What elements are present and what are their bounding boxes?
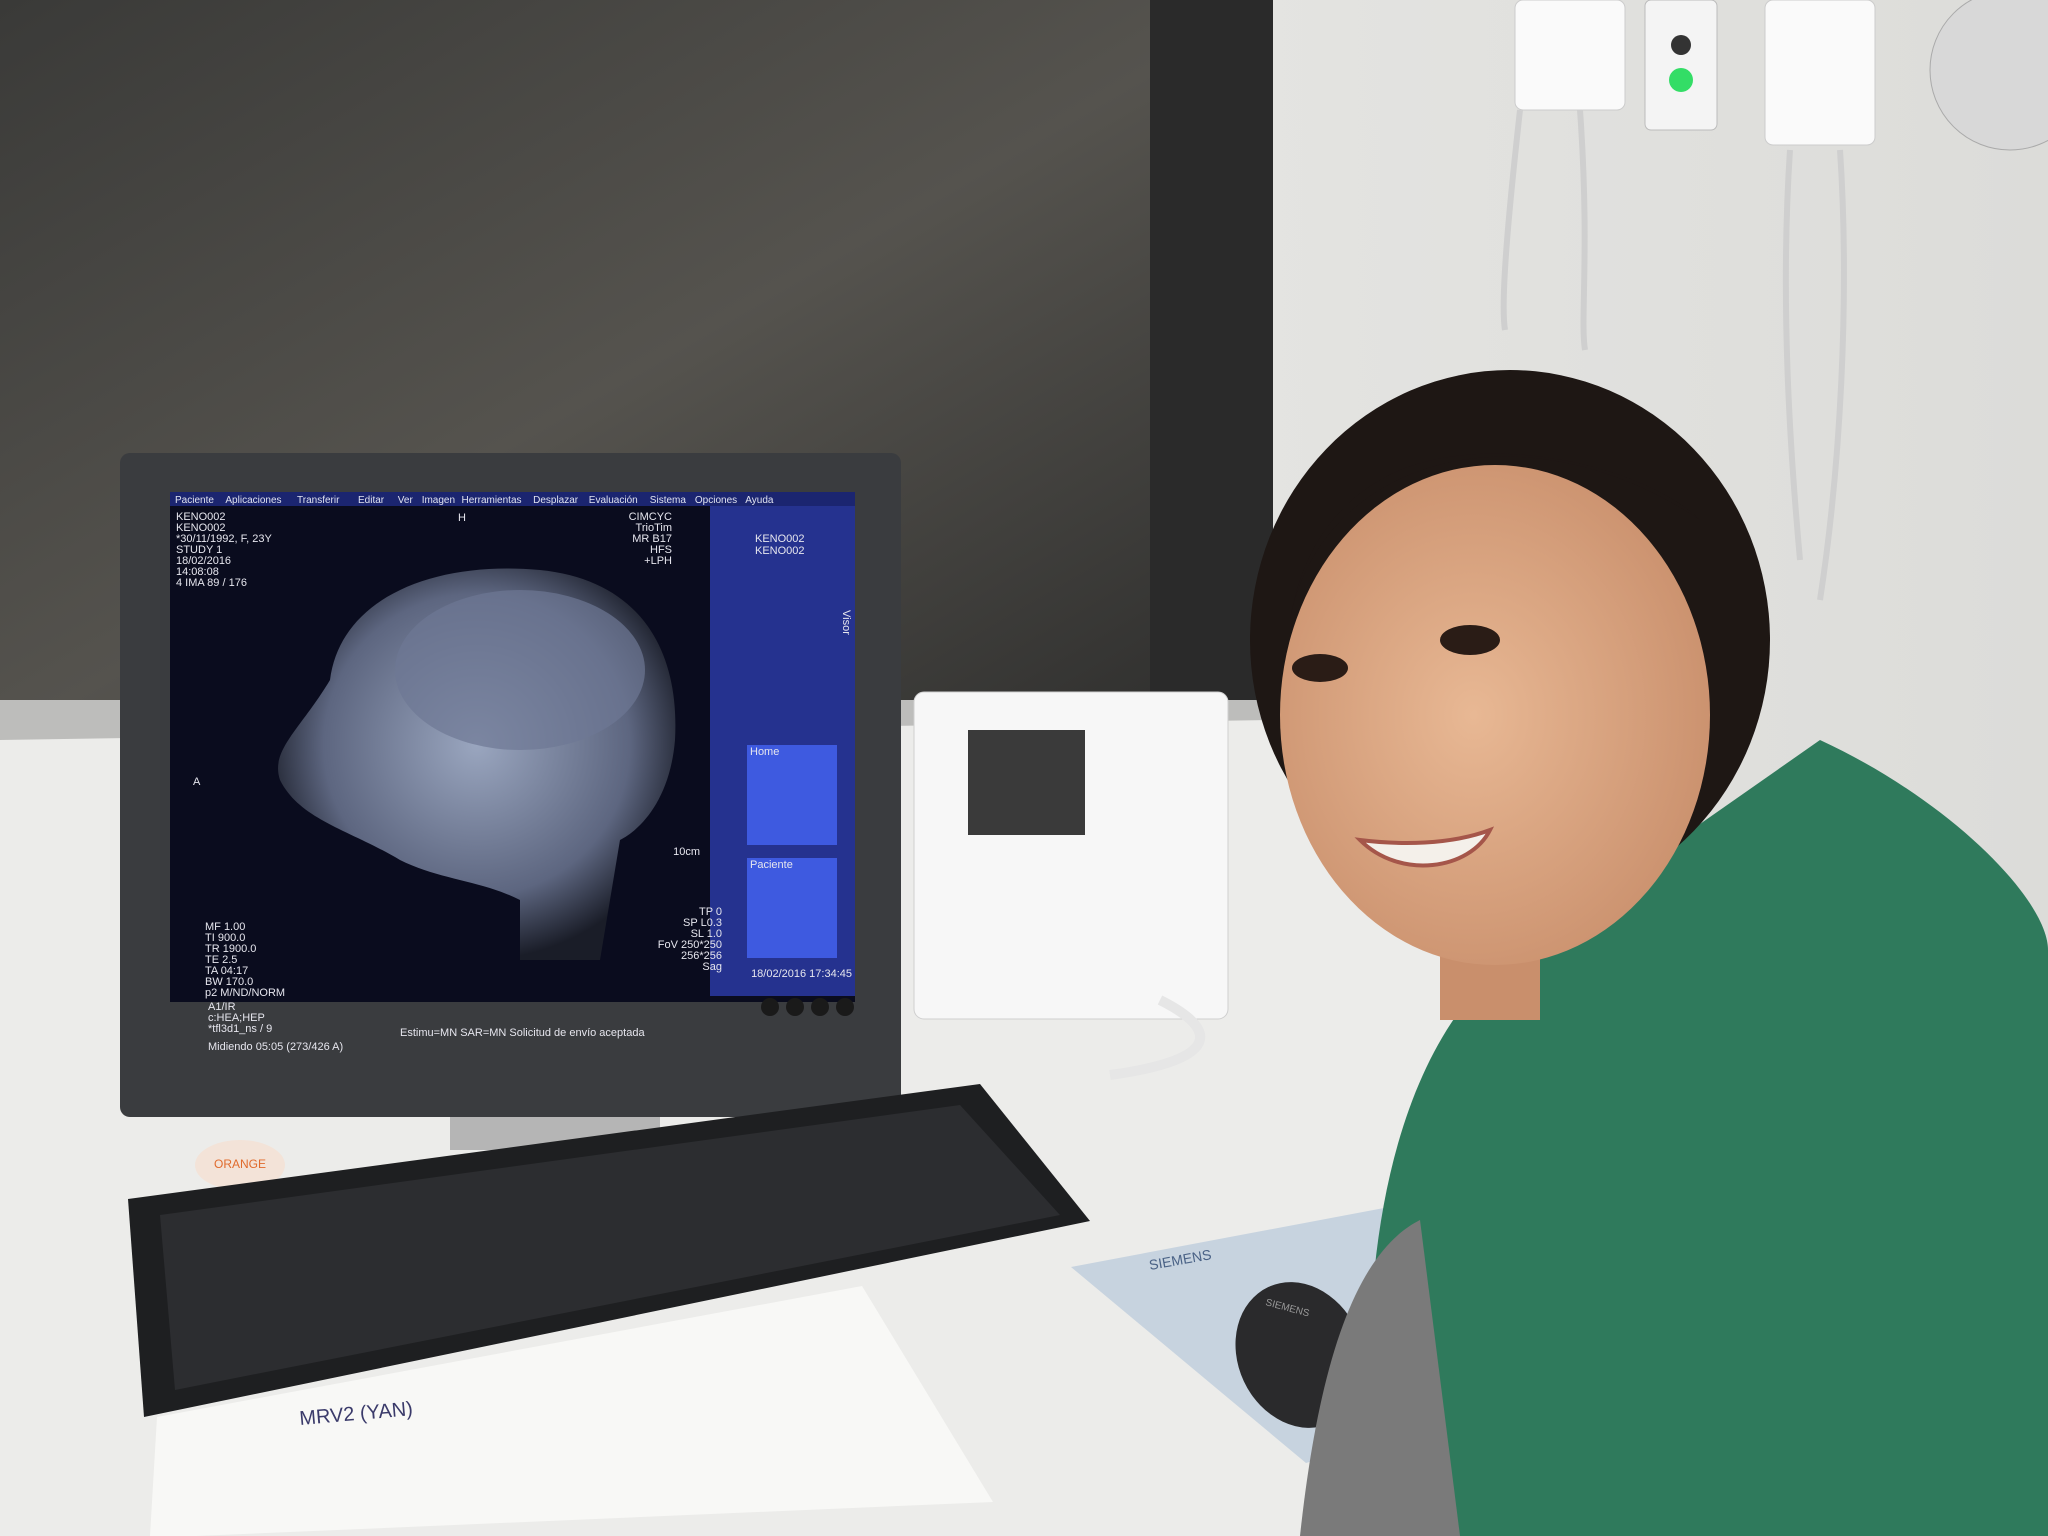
status-bar: Estimu=MN SAR=MN Solicitud de envío acep… xyxy=(400,1027,645,1039)
sticker-label: ORANGE xyxy=(214,1157,266,1171)
menu-item: Aplicaciones xyxy=(225,495,281,506)
signal-box xyxy=(1644,0,1718,131)
coiled-cord xyxy=(1109,995,1205,1080)
menu-item: Transferir xyxy=(297,495,340,506)
monitor-button xyxy=(761,998,779,1016)
menu-item: Sistema xyxy=(650,495,687,506)
wall-socket xyxy=(1764,0,1876,146)
scanner-info: MR B17 xyxy=(632,533,672,545)
patient-info: KENO002 xyxy=(176,511,226,523)
menu-item: Evaluación xyxy=(589,495,638,506)
protocol-info: A1/IR xyxy=(208,1001,236,1013)
protocol-info: c:HEA;HEP xyxy=(208,1012,265,1024)
monitor-buttons xyxy=(761,998,854,1016)
patient-palette xyxy=(747,858,837,958)
smile xyxy=(1354,826,1495,868)
keyboard-keys xyxy=(160,1105,1060,1390)
screen-text: Paciente Aplicaciones Transferir Editar Ver I… xyxy=(175,495,852,1053)
intercom-screen xyxy=(968,730,1085,835)
tool-palette xyxy=(747,745,837,845)
scale-label: 10cm xyxy=(673,846,700,858)
sticker xyxy=(195,1140,285,1190)
paper-note xyxy=(150,1286,993,1536)
measure-text: Midiendo 05:05 (273/426 A) xyxy=(208,1041,343,1053)
scanner-info: CIMCYC xyxy=(629,511,672,523)
face xyxy=(1280,465,1710,965)
folder-label: KENO002 xyxy=(755,533,805,545)
scanner-info: +LPH xyxy=(644,555,672,567)
eye xyxy=(1292,654,1348,682)
patient-info: KENO002 xyxy=(176,522,226,534)
menu-item: Ayuda xyxy=(745,495,774,506)
window-frame xyxy=(1150,0,1273,700)
geometry-info: SP L0.3 xyxy=(683,917,722,929)
patient-info: 18/02/2016 xyxy=(176,555,231,567)
wall-socket xyxy=(1514,0,1626,111)
menu-item: Imagen xyxy=(422,495,455,506)
geometry-info: Sag xyxy=(702,961,722,973)
datetime: 18/02/2016 17:34:45 xyxy=(751,968,852,980)
cables xyxy=(1500,109,1847,601)
geometry-info: 256*256 xyxy=(681,950,722,962)
monitor-button xyxy=(836,998,854,1016)
scanner-info: HFS xyxy=(650,544,672,556)
side-tab: Visor xyxy=(840,610,852,635)
menu-bar xyxy=(170,492,855,506)
sequence-info: TA 04:17 xyxy=(205,965,248,977)
signal-light-green xyxy=(1669,68,1693,92)
sequence-info: TI 900.0 xyxy=(205,932,245,944)
patient-tab: Paciente xyxy=(750,859,793,871)
monitor-button xyxy=(811,998,829,1016)
menu-item: Ver xyxy=(398,495,414,506)
patient-info: 14:08:08 xyxy=(176,566,219,578)
gray-sleeve xyxy=(1300,1220,1460,1536)
menu-item: Herramientas xyxy=(462,495,522,506)
patient-info: 4 IMA 89 / 176 xyxy=(176,577,247,589)
sequence-info: TR 1900.0 xyxy=(205,943,256,955)
mri-brain xyxy=(395,590,645,750)
sequence-info: TE 2.5 xyxy=(205,954,237,966)
geometry-info: TP 0 xyxy=(699,906,722,918)
signal-light xyxy=(1671,35,1691,55)
eye xyxy=(1440,625,1500,655)
menu-item: Desplazar xyxy=(533,495,579,506)
sequence-info: p2 M/ND/NORM xyxy=(205,987,285,999)
menu-item: Opciones xyxy=(695,495,737,506)
orientation-left: A xyxy=(193,776,201,788)
geometry-info: FoV 250*250 xyxy=(658,939,722,951)
menu-item: Paciente xyxy=(175,495,214,506)
geometry-info: SL 1.0 xyxy=(691,928,722,940)
monitor-button xyxy=(786,998,804,1016)
palette-tab: Home xyxy=(750,746,779,758)
patient-info: STUDY 1 xyxy=(176,544,222,556)
sequence-info: MF 1.00 xyxy=(205,921,245,933)
folder-label: KENO002 xyxy=(755,545,805,557)
wall-gauge xyxy=(1929,0,2048,151)
menu-item: Editar xyxy=(358,495,385,506)
orientation-top: H xyxy=(458,512,466,524)
protocol-info: *tfl3d1_ns / 9 xyxy=(208,1023,272,1035)
patient-info: *30/11/1992, F, 23Y xyxy=(176,533,272,545)
scanner-info: TrioTim xyxy=(636,522,672,534)
sequence-info: BW 170.0 xyxy=(205,976,253,988)
